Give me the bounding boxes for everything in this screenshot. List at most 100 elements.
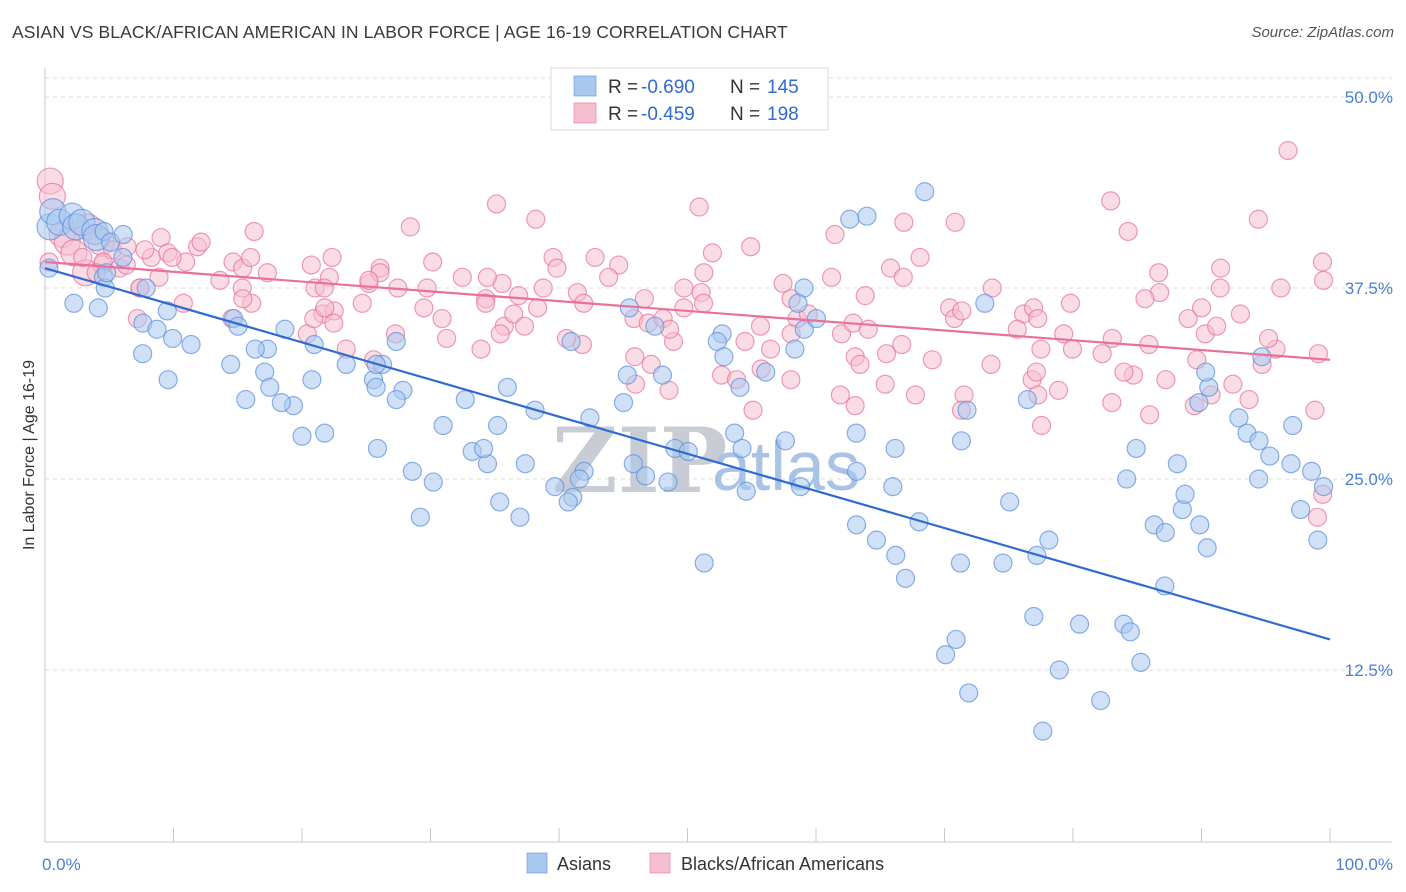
asian-series-point: [885, 438, 905, 459]
asian-series-point: [806, 308, 826, 329]
black-series-point: [825, 224, 845, 245]
asian-series-point: [580, 408, 600, 428]
black-series-point: [1239, 389, 1259, 410]
black-series-point: [514, 316, 535, 336]
black-series-point: [414, 298, 434, 318]
black-series-point: [509, 286, 529, 306]
black-series-point: [1149, 263, 1169, 283]
black-series-point: [1248, 209, 1268, 229]
asian-series-point: [1189, 393, 1209, 413]
black-series-point: [1140, 405, 1160, 425]
black-series-point: [1312, 252, 1333, 272]
trend-lines: [44, 260, 1331, 641]
bottom-legend-swatch-black: [649, 852, 671, 874]
asian-series-point: [1291, 499, 1311, 520]
black-series-point: [1101, 191, 1121, 211]
black-series-point: [1313, 270, 1334, 290]
asian-series-point: [515, 454, 535, 474]
asian-series-point: [1091, 690, 1111, 711]
black-series-point: [743, 400, 763, 420]
asian-series-point: [315, 423, 335, 443]
asian-series-point: [245, 339, 265, 359]
black-series-point: [1207, 316, 1227, 336]
black-series-point: [922, 350, 942, 370]
asian-series-point: [957, 400, 977, 420]
asian-series-point: [1252, 347, 1272, 367]
asian-series-point: [181, 334, 201, 355]
asian-series-point: [157, 301, 177, 321]
asian-series-point: [1131, 652, 1151, 672]
asian-series-point: [732, 438, 752, 459]
series-asian-points: [36, 182, 1334, 741]
y-tick-label-2: 25.0%: [1345, 470, 1393, 489]
legend-n-value-black: 198: [767, 104, 799, 125]
legend-box: [550, 67, 829, 131]
asian-series-point: [857, 206, 877, 226]
legend-r-value-asian: -0.690: [641, 77, 695, 98]
black-series-point: [324, 313, 344, 333]
black-series-point: [452, 267, 472, 287]
asian-series-point: [951, 431, 972, 451]
asian-series-point: [64, 293, 84, 313]
black-series-point: [1305, 400, 1325, 420]
asian-series-point: [260, 377, 280, 397]
asian-series-point: [163, 328, 183, 349]
black-series-point: [875, 374, 895, 394]
asian-series-point: [1283, 415, 1303, 436]
black-series-point: [149, 267, 169, 287]
source-credit: Source: ZipAtlas.com: [1251, 24, 1394, 41]
asian-series-point: [561, 331, 581, 352]
y-tick-label-1: 37.5%: [1345, 279, 1393, 298]
y-tick-labels: 50.0% 37.5% 25.0% 12.5%: [1345, 88, 1393, 680]
asian-series-point: [886, 545, 906, 566]
asian-series-point: [510, 507, 530, 527]
black-series-point: [526, 209, 546, 229]
legend-r-label-asian: R =: [608, 77, 638, 98]
asian-series-point: [959, 683, 979, 703]
black-series-point: [952, 301, 972, 321]
black-series-point: [735, 331, 755, 352]
asian-series-point: [386, 389, 406, 410]
asian-series-point: [617, 365, 637, 385]
asian-series-point: [736, 481, 756, 501]
asian-series-point: [866, 530, 887, 550]
asian-series-point: [1197, 538, 1217, 558]
asian-series-point: [993, 553, 1013, 573]
asian-series-point: [545, 477, 565, 497]
black-series-point: [135, 240, 155, 260]
black-series-point: [432, 308, 452, 329]
black-series-point: [1211, 258, 1231, 278]
asian-series-point: [158, 370, 178, 390]
asian-series-point: [846, 423, 866, 443]
black-series-point: [547, 258, 567, 278]
asian-series-point: [88, 298, 108, 318]
asian-series-point: [1069, 614, 1090, 634]
asian-series-point: [1155, 522, 1175, 543]
asian-series-point: [883, 477, 903, 497]
black-series-point: [674, 298, 694, 318]
asian-series-point: [623, 454, 643, 474]
asian-series-point: [935, 645, 956, 665]
asian-series-point: [1249, 469, 1269, 489]
asian-series-point: [490, 492, 510, 512]
series-legend: Asians Blacks/African Americans: [526, 852, 884, 874]
black-series-point: [905, 385, 926, 405]
asian-series-point: [386, 331, 406, 352]
black-series-point: [702, 243, 722, 263]
black-series-point: [233, 289, 253, 309]
black-series-point: [1031, 339, 1051, 359]
asian-series-point: [775, 431, 796, 451]
black-series-point: [257, 263, 278, 283]
black-series-point: [244, 221, 264, 242]
black-series-point: [191, 232, 211, 252]
asian-series-point: [367, 438, 388, 459]
asian-series-point: [1260, 446, 1280, 466]
asian-series-point: [271, 393, 291, 413]
black-series-point: [1114, 362, 1134, 382]
asian-series-point: [915, 182, 935, 202]
black-series-point: [850, 354, 870, 374]
asian-series-point: [1000, 492, 1020, 512]
black-series-point: [674, 278, 694, 298]
black-series-point: [533, 278, 553, 298]
